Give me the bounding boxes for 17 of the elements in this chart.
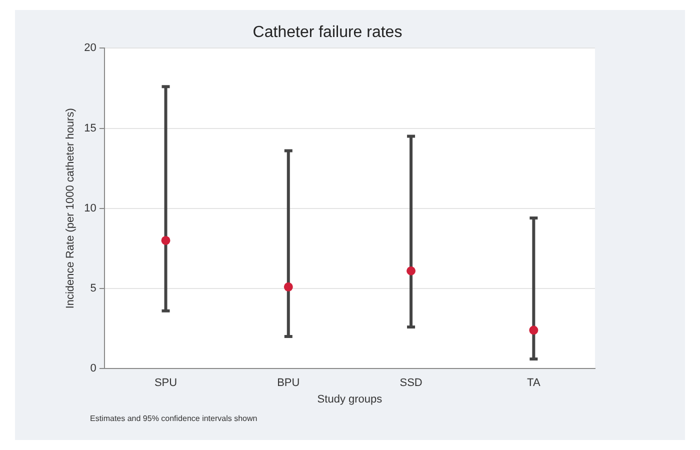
y-tick-label: 10 bbox=[84, 202, 96, 214]
point bbox=[161, 236, 170, 245]
point bbox=[406, 266, 416, 276]
y-axis-title: Incidence Rate (per 1000 catheter hours) bbox=[64, 108, 77, 309]
text: Estimates and 95% confidence intervals shown bbox=[90, 414, 258, 423]
x-tick-label: TA bbox=[527, 377, 541, 390]
y-tick-label: 5 bbox=[90, 282, 96, 295]
point bbox=[284, 282, 293, 292]
y-tick-label: 20 bbox=[84, 42, 96, 54]
x-axis-title: Study groups bbox=[317, 393, 383, 406]
x-tick-label: SSD bbox=[400, 377, 422, 390]
y-tick-label: 15 bbox=[84, 122, 96, 134]
y-tick-label: 0 bbox=[90, 362, 96, 375]
x-tick-label: SPU bbox=[154, 377, 178, 390]
chart-title: Catheter failure rates bbox=[252, 24, 402, 42]
point bbox=[529, 326, 538, 335]
x-tick-label: BPU bbox=[277, 377, 300, 390]
